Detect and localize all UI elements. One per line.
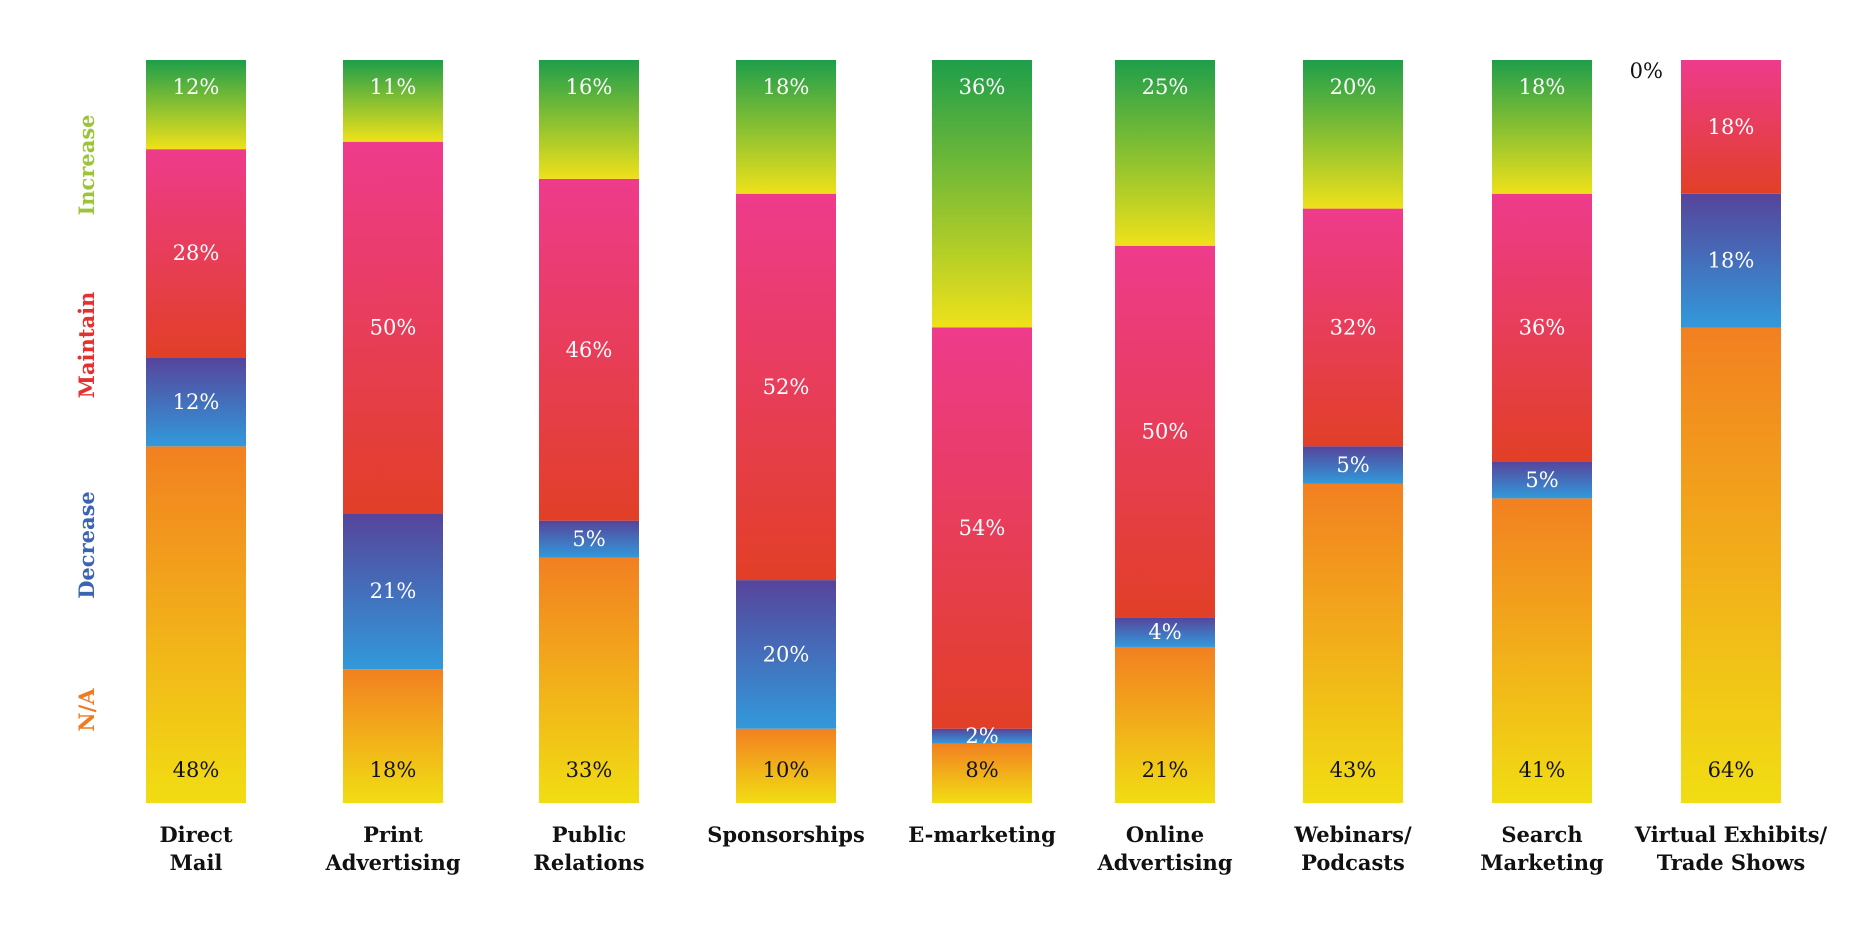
- category-label-virtual-exhibits-trade-shows: Virtual Exhibits/Trade Shows: [1634, 822, 1828, 875]
- bar-sponsorships-increase: [736, 60, 836, 194]
- bars: [146, 60, 1781, 803]
- bar-webinars-podcasts-maintain: [1303, 208, 1403, 447]
- category-label-search-marketing: Search Marketing: [1480, 822, 1604, 875]
- data-label-webinars-podcasts-n-a: 43%: [1330, 758, 1377, 782]
- data-label-public-relations-decrease: 5%: [572, 527, 605, 551]
- bar-search-marketing-decrease: [1492, 461, 1592, 499]
- data-label-search-marketing-decrease: 5%: [1525, 468, 1558, 492]
- category-labels: Direct Mail Print Advertising Public Relation…: [159, 822, 1827, 875]
- legend-increase: Increase: [74, 114, 99, 215]
- bar-webinars-podcasts-increase: [1303, 60, 1403, 209]
- data-label-print-advertising-decrease: 21%: [370, 579, 417, 603]
- data-label-public-relations-n-a: 33%: [566, 758, 613, 782]
- data-label-sponsorships-increase: 18%: [763, 75, 810, 99]
- data-label-sponsorships-n-a: 10%: [763, 758, 810, 782]
- data-label-direct-mail-n-a: 48%: [173, 758, 220, 782]
- bar-webinars-podcasts-decrease: [1303, 446, 1403, 484]
- bar-online-advertising-decrease: [1115, 617, 1215, 647]
- data-label-virtual-exhibits-trade-shows-n-a: 64%: [1708, 758, 1755, 782]
- bar-search-marketing-increase: [1492, 60, 1592, 194]
- data-label-search-marketing-maintain: 36%: [1519, 315, 1566, 339]
- bar-print-advertising-maintain: [343, 141, 443, 514]
- data-label-e-marketing-increase: 36%: [959, 75, 1006, 99]
- data-label-sponsorships-maintain: 52%: [763, 375, 810, 399]
- data-label-e-marketing-maintain: 54%: [959, 516, 1006, 540]
- bar-print-advertising-decrease: [343, 513, 443, 670]
- data-label-online-advertising-decrease: 4%: [1148, 620, 1181, 644]
- data-label-virtual-exhibits-trade-shows-decrease: 18%: [1708, 249, 1755, 273]
- data-label-e-marketing-n-a: 8%: [965, 758, 998, 782]
- data-label-direct-mail-maintain: 28%: [173, 241, 220, 265]
- bar-search-marketing-n-a: [1492, 498, 1592, 803]
- bar-e-marketing-decrease: [932, 728, 1032, 744]
- category-label-online-advertising: Online Advertising: [1096, 822, 1232, 875]
- data-label-e-marketing-decrease: 2%: [965, 724, 998, 748]
- bar-direct-mail-n-a: [146, 446, 246, 803]
- category-label-sponsorships: Sponsorships: [707, 822, 865, 847]
- bar-online-advertising-maintain: [1115, 245, 1215, 618]
- data-label-direct-mail-increase: 12%: [173, 75, 220, 99]
- data-label-public-relations-maintain: 46%: [566, 338, 613, 362]
- bar-direct-mail-maintain: [146, 149, 246, 358]
- bar-e-marketing-increase: [932, 60, 1032, 328]
- bar-e-marketing-maintain: [932, 327, 1032, 729]
- bar-public-relations-increase: [539, 60, 639, 179]
- data-label-webinars-podcasts-maintain: 32%: [1330, 315, 1377, 339]
- category-label-print-advertising: Print Advertising: [324, 822, 460, 875]
- bar-virtual-exhibits-trade-shows-maintain: [1681, 60, 1781, 194]
- category-label-direct-mail: Direct Mail: [159, 822, 232, 875]
- data-label-sponsorships-decrease: 20%: [763, 642, 810, 666]
- data-labels: 48% 12% 28% 12% 18% 21% 50% 11% 33% 5% 46% 16% 10% 20…: [173, 59, 1755, 782]
- bar-public-relations-n-a: [539, 557, 639, 803]
- bar-sponsorships-n-a: [736, 728, 836, 803]
- bar-sponsorships-decrease: [736, 580, 836, 729]
- category-label-e-marketing: E-marketing: [908, 822, 1056, 847]
- legend-n-a: N/A: [74, 688, 99, 732]
- bar-virtual-exhibits-trade-shows-decrease: [1681, 193, 1781, 328]
- bar-print-advertising-n-a: [343, 669, 443, 803]
- data-label-webinars-podcasts-decrease: 5%: [1336, 453, 1369, 477]
- bar-webinars-podcasts-n-a: [1303, 483, 1403, 803]
- legend-maintain: Maintain: [74, 292, 99, 399]
- data-label-print-advertising-increase: 11%: [370, 75, 417, 99]
- data-label-print-advertising-maintain: 50%: [370, 315, 417, 339]
- bar-direct-mail-increase: [146, 60, 246, 150]
- data-label-public-relations-increase: 16%: [566, 75, 613, 99]
- bar-e-marketing-n-a: [932, 743, 1032, 803]
- data-label-webinars-podcasts-increase: 20%: [1330, 75, 1377, 99]
- bar-direct-mail-decrease: [146, 357, 246, 447]
- bar-search-marketing-maintain: [1492, 193, 1592, 462]
- legend: Increase Maintain Decrease N/A: [74, 114, 99, 731]
- bar-online-advertising-increase: [1115, 60, 1215, 246]
- data-label-online-advertising-increase: 25%: [1142, 75, 1189, 99]
- data-label-online-advertising-maintain: 50%: [1142, 420, 1189, 444]
- bar-sponsorships-maintain: [736, 193, 836, 581]
- bar-virtual-exhibits-trade-shows-n-a: [1681, 327, 1781, 803]
- bar-public-relations-decrease: [539, 520, 639, 558]
- bar-online-advertising-n-a: [1115, 646, 1215, 803]
- bar-public-relations-maintain: [539, 178, 639, 521]
- data-label-online-advertising-n-a: 21%: [1142, 758, 1189, 782]
- legend-decrease: Decrease: [74, 491, 99, 599]
- bar-print-advertising-increase: [343, 60, 443, 142]
- data-label-virtual-exhibits-trade-shows-increase: 0%: [1630, 59, 1663, 83]
- category-label-public-relations: Public Relations: [533, 822, 644, 875]
- data-label-virtual-exhibits-trade-shows-maintain: 18%: [1708, 115, 1755, 139]
- category-label-webinars-podcasts: Webinars/Podcasts: [1293, 822, 1412, 875]
- data-label-search-marketing-increase: 18%: [1519, 75, 1566, 99]
- data-label-print-advertising-n-a: 18%: [370, 758, 417, 782]
- data-label-direct-mail-decrease: 12%: [173, 390, 220, 414]
- data-label-search-marketing-n-a: 41%: [1519, 758, 1566, 782]
